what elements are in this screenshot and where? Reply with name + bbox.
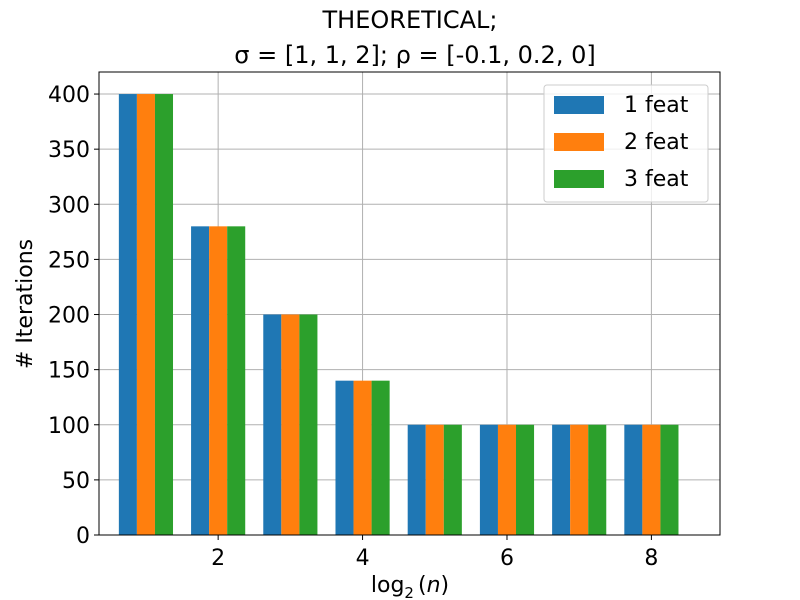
chart-title-line1: THEORETICAL; <box>322 6 498 34</box>
x-tick-label: 4 <box>356 546 370 571</box>
y-tick-label: 300 <box>48 193 90 218</box>
y-tick-label: 100 <box>48 414 90 439</box>
bar-1-feat-6 <box>479 424 498 535</box>
bar-3-feat-2 <box>227 226 246 536</box>
legend-swatch-1-feat <box>554 96 604 114</box>
legend: 1 feat 2 feat 3 feat <box>543 84 709 203</box>
bar-1-feat-2 <box>191 226 210 536</box>
x-tick-label: 8 <box>644 546 658 571</box>
bar-2-feat-7 <box>570 424 589 535</box>
bar-3-feat-6 <box>516 424 535 535</box>
legend-label-3-feat: 3 feat <box>624 167 689 192</box>
y-axis-label: # Iterations <box>13 239 38 369</box>
y-tick-label: 350 <box>48 138 90 163</box>
y-tick-label: 50 <box>62 469 90 494</box>
bar-3-feat-1 <box>154 94 174 536</box>
bar-1-feat-3 <box>263 314 282 535</box>
legend-label-2-feat: 2 feat <box>624 130 689 155</box>
bar-3-feat-8 <box>660 424 679 535</box>
x-tick-label: 6 <box>500 546 514 571</box>
y-tick-label: 200 <box>48 304 90 329</box>
y-tick-label: 250 <box>48 248 90 273</box>
bars <box>118 94 679 536</box>
bar-2-feat-1 <box>136 94 155 536</box>
bar-1-feat-8 <box>624 424 643 535</box>
bar-2-feat-5 <box>425 424 444 535</box>
bar-2-feat-3 <box>281 314 300 535</box>
bar-1-feat-4 <box>335 380 354 535</box>
legend-swatch-3-feat <box>554 170 604 188</box>
bar-3-feat-5 <box>443 424 462 535</box>
bar-1-feat-5 <box>407 424 426 535</box>
bar-1-feat-1 <box>118 94 137 536</box>
legend-label-1-feat: 1 feat <box>624 93 689 118</box>
y-tick-label: 150 <box>48 359 90 384</box>
plot-frame <box>98 71 721 536</box>
bar-2-feat-8 <box>642 424 661 535</box>
legend-swatch-2-feat <box>554 133 604 151</box>
bar-3-feat-4 <box>371 380 390 535</box>
chart-title-line2: σ = [1, 1, 2]; ρ = [-0.1, 0.2, 0] <box>234 41 595 69</box>
ticks: 0 50 100 150 200 250 300 350 400 2 4 6 8 <box>48 83 658 571</box>
bar-2-feat-2 <box>209 226 228 536</box>
y-tick-label: 400 <box>48 83 90 108</box>
bar-2-feat-6 <box>497 424 517 535</box>
bar-3-feat-7 <box>588 424 607 535</box>
bar-2-feat-4 <box>353 380 372 535</box>
y-tick-label: 0 <box>76 524 90 549</box>
x-tick-label: 2 <box>211 546 225 571</box>
bar-3-feat-3 <box>299 314 318 535</box>
bar-1-feat-7 <box>552 424 571 535</box>
x-axis-label: log2 (n) <box>371 573 449 600</box>
